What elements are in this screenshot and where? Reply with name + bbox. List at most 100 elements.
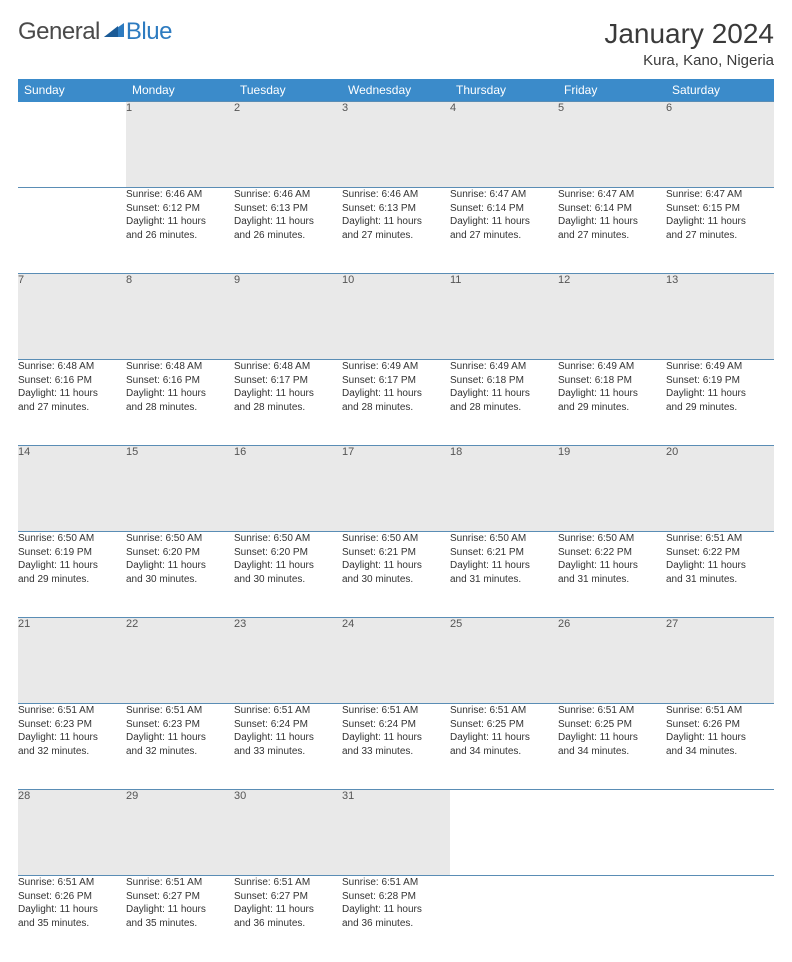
- sunset: Sunset: 6:26 PM: [666, 718, 774, 732]
- calendar-body: 123456Sunrise: 6:46 AMSunset: 6:12 PMDay…: [18, 102, 774, 962]
- daylight-line2: and 33 minutes.: [342, 745, 450, 759]
- sunrise: Sunrise: 6:50 AM: [558, 532, 666, 546]
- daylight-line1: Daylight: 11 hours: [558, 731, 666, 745]
- sunrise: Sunrise: 6:51 AM: [234, 876, 342, 890]
- sunset: Sunset: 6:18 PM: [558, 374, 666, 388]
- daylight-line1: Daylight: 11 hours: [666, 387, 774, 401]
- day-cell: Sunrise: 6:46 AMSunset: 6:13 PMDaylight:…: [234, 188, 342, 274]
- daylight-line2: and 28 minutes.: [450, 401, 558, 415]
- day-number: 16: [234, 446, 342, 532]
- day-cell: Sunrise: 6:50 AMSunset: 6:21 PMDaylight:…: [450, 532, 558, 618]
- weekday-header-row: Sunday Monday Tuesday Wednesday Thursday…: [18, 79, 774, 102]
- sunset: Sunset: 6:12 PM: [126, 202, 234, 216]
- day-cell: Sunrise: 6:51 AMSunset: 6:27 PMDaylight:…: [234, 876, 342, 962]
- day-cell: Sunrise: 6:49 AMSunset: 6:18 PMDaylight:…: [450, 360, 558, 446]
- daylight-line1: Daylight: 11 hours: [126, 559, 234, 573]
- day-number: 23: [234, 618, 342, 704]
- sunrise: Sunrise: 6:50 AM: [342, 532, 450, 546]
- sunset: Sunset: 6:28 PM: [342, 890, 450, 904]
- sunset: Sunset: 6:19 PM: [666, 374, 774, 388]
- day-cell: Sunrise: 6:51 AMSunset: 6:27 PMDaylight:…: [126, 876, 234, 962]
- sunrise: Sunrise: 6:51 AM: [126, 876, 234, 890]
- daylight-line1: Daylight: 11 hours: [450, 559, 558, 573]
- daylight-line1: Daylight: 11 hours: [666, 215, 774, 229]
- day-number: 27: [666, 618, 774, 704]
- daylight-line1: Daylight: 11 hours: [18, 387, 126, 401]
- calendar-table: Sunday Monday Tuesday Wednesday Thursday…: [18, 79, 774, 962]
- sunset: Sunset: 6:25 PM: [450, 718, 558, 732]
- sunrise: Sunrise: 6:50 AM: [450, 532, 558, 546]
- day-cell: Sunrise: 6:50 AMSunset: 6:20 PMDaylight:…: [234, 532, 342, 618]
- month-title: January 2024: [604, 18, 774, 50]
- day-cell: Sunrise: 6:48 AMSunset: 6:16 PMDaylight:…: [18, 360, 126, 446]
- daylight-line2: and 34 minutes.: [450, 745, 558, 759]
- sunset: Sunset: 6:23 PM: [18, 718, 126, 732]
- sunrise: Sunrise: 6:51 AM: [558, 704, 666, 718]
- daylight-line2: and 33 minutes.: [234, 745, 342, 759]
- weekday-mon: Monday: [126, 79, 234, 102]
- sunset: Sunset: 6:21 PM: [450, 546, 558, 560]
- sunset: Sunset: 6:17 PM: [342, 374, 450, 388]
- sunrise: Sunrise: 6:50 AM: [18, 532, 126, 546]
- sunset: Sunset: 6:16 PM: [126, 374, 234, 388]
- daynum-row: 21222324252627: [18, 618, 774, 704]
- sunrise: Sunrise: 6:51 AM: [342, 704, 450, 718]
- sunset: Sunset: 6:20 PM: [126, 546, 234, 560]
- daylight-line1: Daylight: 11 hours: [342, 387, 450, 401]
- daynum-row: 78910111213: [18, 274, 774, 360]
- daylight-line2: and 30 minutes.: [126, 573, 234, 587]
- daylight-line1: Daylight: 11 hours: [126, 731, 234, 745]
- day-cell: Sunrise: 6:47 AMSunset: 6:15 PMDaylight:…: [666, 188, 774, 274]
- day-number: 7: [18, 274, 126, 360]
- daylight-line1: Daylight: 11 hours: [666, 559, 774, 573]
- sunrise: Sunrise: 6:47 AM: [666, 188, 774, 202]
- day-number: 19: [558, 446, 666, 532]
- daylight-line2: and 31 minutes.: [450, 573, 558, 587]
- daylight-line2: and 30 minutes.: [342, 573, 450, 587]
- day-number: 2: [234, 102, 342, 188]
- daylight-line1: Daylight: 11 hours: [126, 215, 234, 229]
- daynum-row: 123456: [18, 102, 774, 188]
- sunrise: Sunrise: 6:48 AM: [126, 360, 234, 374]
- sunset: Sunset: 6:25 PM: [558, 718, 666, 732]
- sunrise: Sunrise: 6:49 AM: [666, 360, 774, 374]
- daylight-line1: Daylight: 11 hours: [18, 559, 126, 573]
- day-cell: Sunrise: 6:51 AMSunset: 6:23 PMDaylight:…: [18, 704, 126, 790]
- daylight-line2: and 32 minutes.: [126, 745, 234, 759]
- day-number: 31: [342, 790, 450, 876]
- daylight-line2: and 29 minutes.: [558, 401, 666, 415]
- sunrise: Sunrise: 6:49 AM: [450, 360, 558, 374]
- daylight-line2: and 32 minutes.: [18, 745, 126, 759]
- daylight-line1: Daylight: 11 hours: [18, 731, 126, 745]
- daylight-line1: Daylight: 11 hours: [342, 731, 450, 745]
- sunset: Sunset: 6:17 PM: [234, 374, 342, 388]
- daylight-line1: Daylight: 11 hours: [558, 215, 666, 229]
- day-cell: Sunrise: 6:51 AMSunset: 6:26 PMDaylight:…: [18, 876, 126, 962]
- daylight-line2: and 31 minutes.: [666, 573, 774, 587]
- daylight-line1: Daylight: 11 hours: [342, 903, 450, 917]
- sunset: Sunset: 6:27 PM: [126, 890, 234, 904]
- day-cell: Sunrise: 6:49 AMSunset: 6:19 PMDaylight:…: [666, 360, 774, 446]
- daylight-line1: Daylight: 11 hours: [450, 731, 558, 745]
- day-number: 15: [126, 446, 234, 532]
- daylight-line1: Daylight: 11 hours: [234, 559, 342, 573]
- daylight-line2: and 27 minutes.: [558, 229, 666, 243]
- daylight-line1: Daylight: 11 hours: [450, 215, 558, 229]
- day-cell: Sunrise: 6:46 AMSunset: 6:12 PMDaylight:…: [126, 188, 234, 274]
- sunset: Sunset: 6:13 PM: [234, 202, 342, 216]
- daylight-line2: and 31 minutes.: [558, 573, 666, 587]
- daylight-line2: and 28 minutes.: [234, 401, 342, 415]
- sunset: Sunset: 6:16 PM: [18, 374, 126, 388]
- sunset: Sunset: 6:20 PM: [234, 546, 342, 560]
- weekday-thu: Thursday: [450, 79, 558, 102]
- day-cell: Sunrise: 6:51 AMSunset: 6:24 PMDaylight:…: [342, 704, 450, 790]
- daylight-line2: and 28 minutes.: [126, 401, 234, 415]
- daylight-line1: Daylight: 11 hours: [234, 731, 342, 745]
- day-number: 5: [558, 102, 666, 188]
- daylight-line2: and 36 minutes.: [234, 917, 342, 931]
- day-cell: Sunrise: 6:46 AMSunset: 6:13 PMDaylight:…: [342, 188, 450, 274]
- sunrise: Sunrise: 6:46 AM: [126, 188, 234, 202]
- sunrise: Sunrise: 6:51 AM: [18, 704, 126, 718]
- weekday-wed: Wednesday: [342, 79, 450, 102]
- sunrise: Sunrise: 6:47 AM: [450, 188, 558, 202]
